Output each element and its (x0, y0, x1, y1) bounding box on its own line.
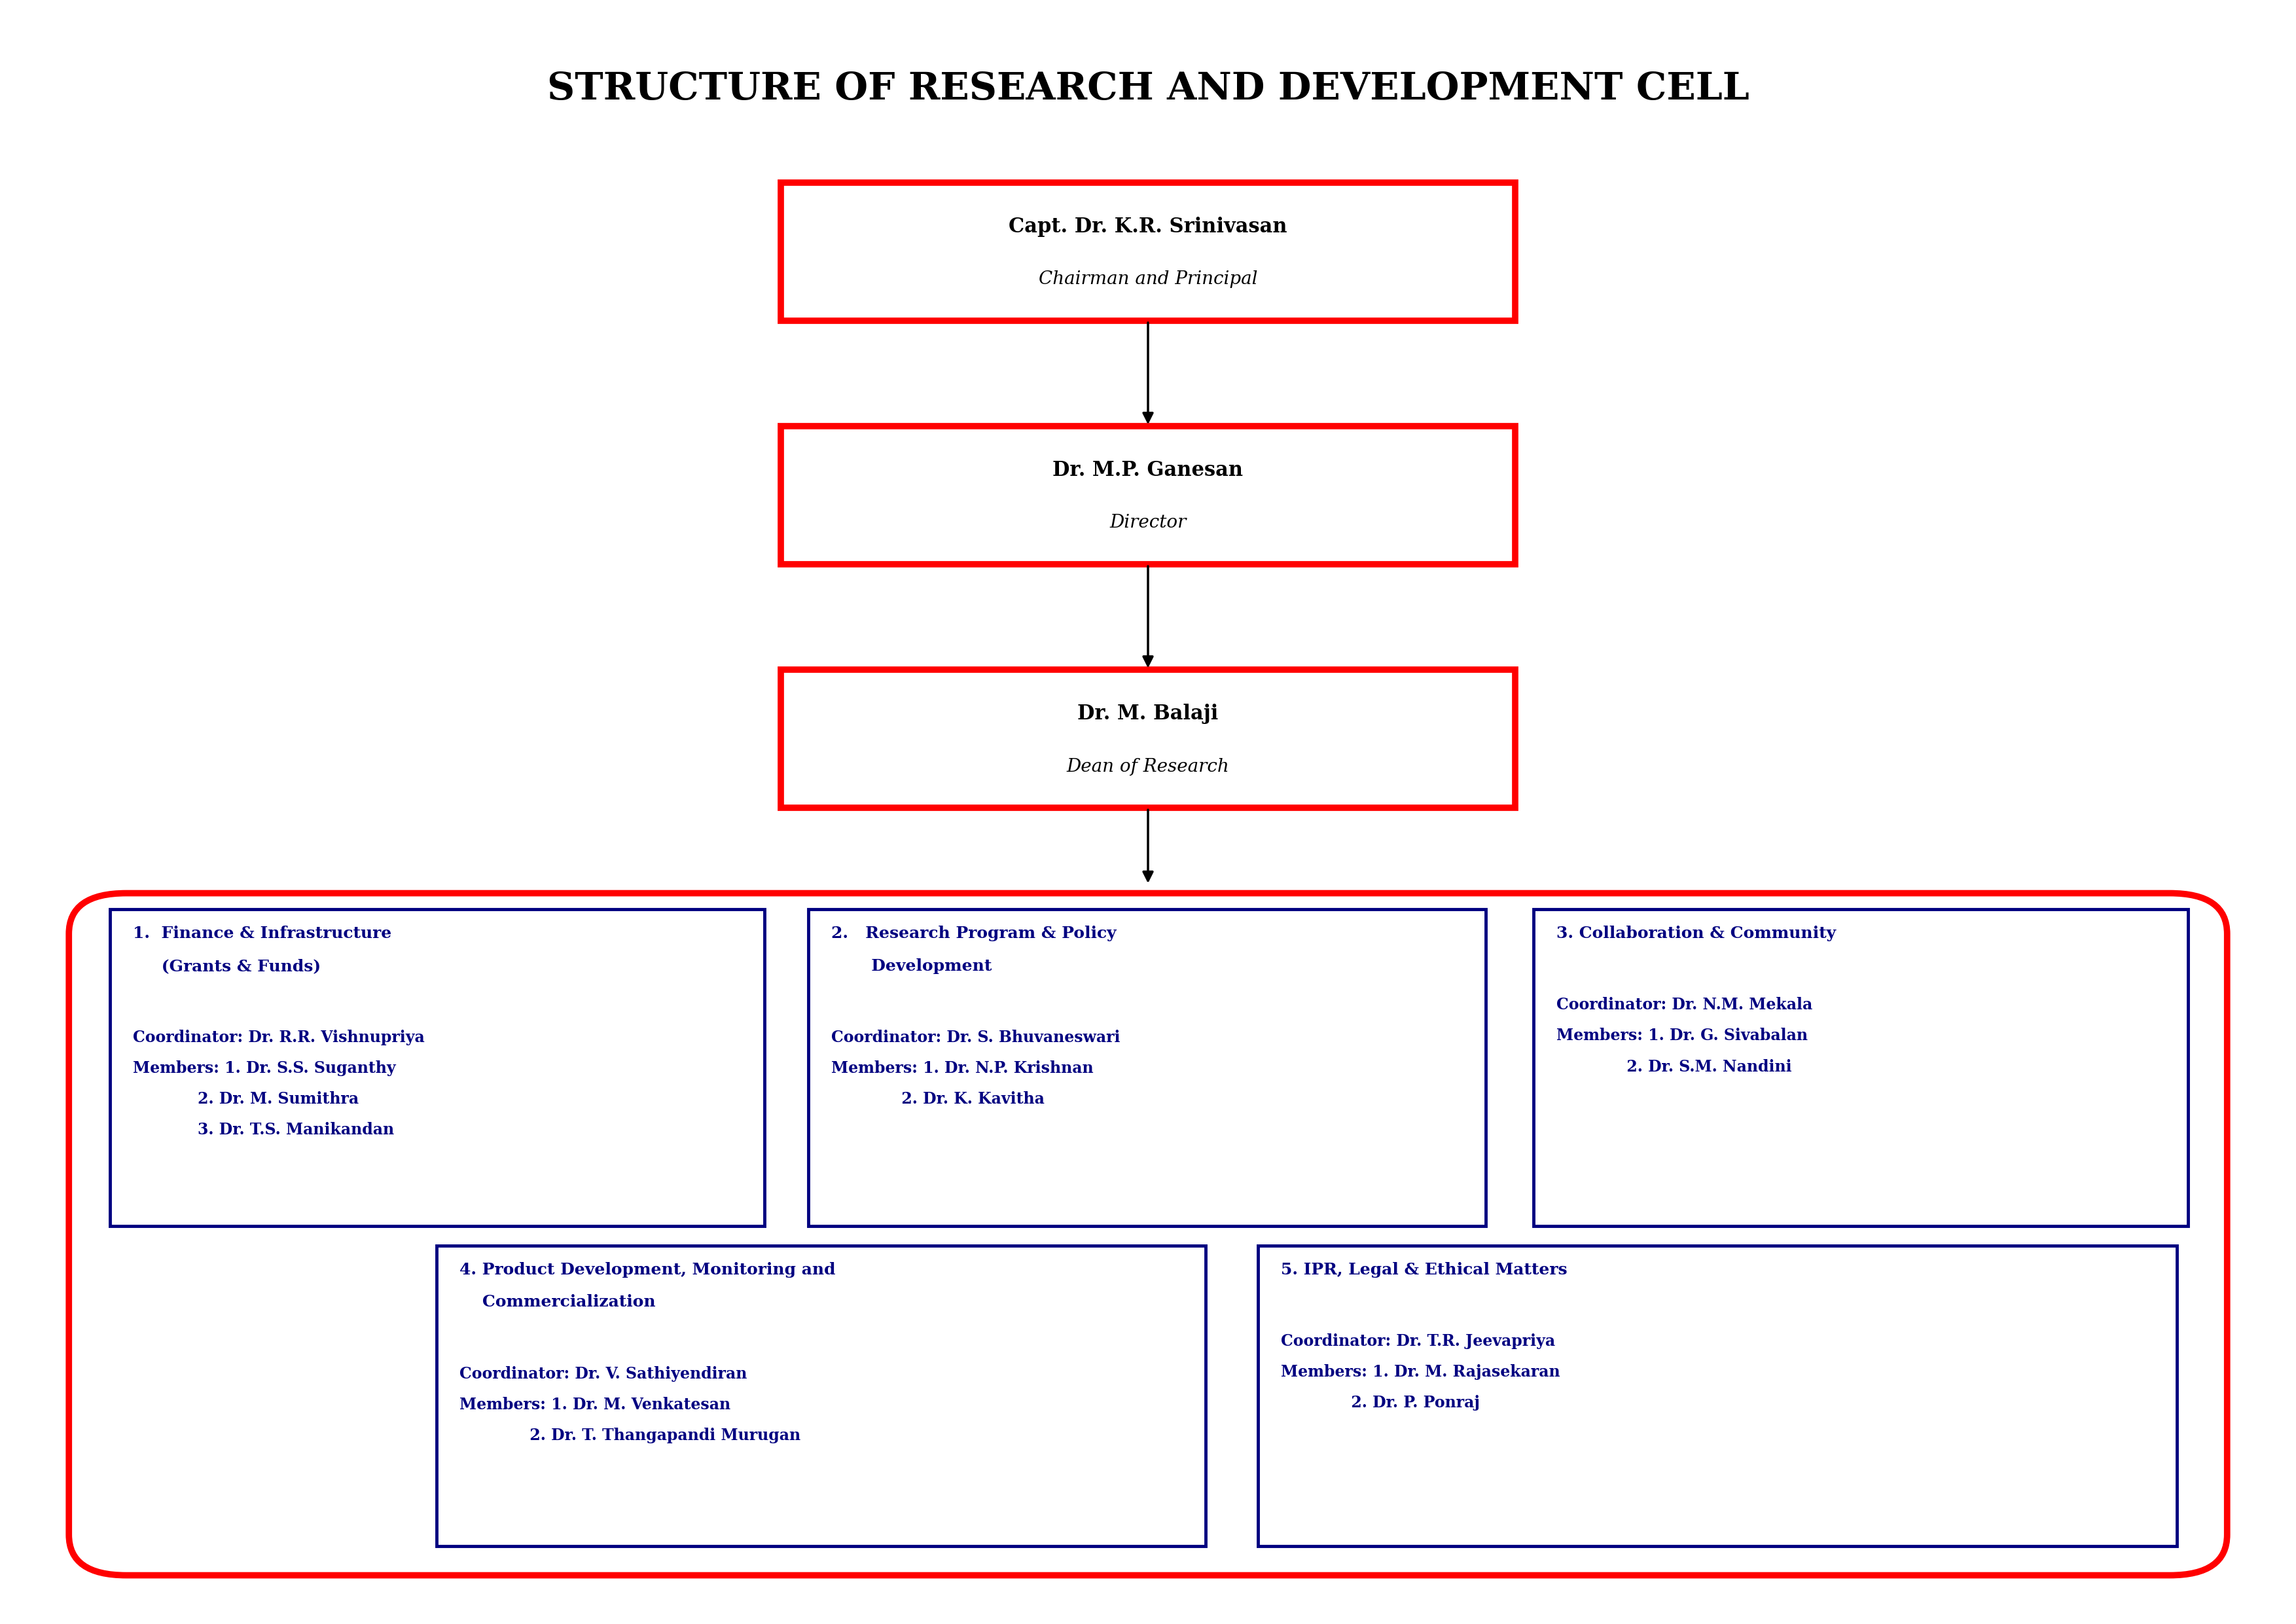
Text: 3. Collaboration & Community: 3. Collaboration & Community (1557, 926, 1837, 942)
Text: Members: 1. Dr. M. Rajasekaran: Members: 1. Dr. M. Rajasekaran (1281, 1364, 1561, 1380)
FancyBboxPatch shape (1534, 909, 2188, 1226)
Text: 2.   Research Program & Policy: 2. Research Program & Policy (831, 926, 1116, 942)
Text: Coordinator: Dr. N.M. Mekala: Coordinator: Dr. N.M. Mekala (1557, 997, 1814, 1013)
Text: Coordinator: Dr. V. Sathiyendiran: Coordinator: Dr. V. Sathiyendiran (459, 1366, 746, 1382)
FancyBboxPatch shape (781, 669, 1515, 807)
Text: Coordinator: Dr. S. Bhuvaneswari: Coordinator: Dr. S. Bhuvaneswari (831, 1030, 1120, 1046)
FancyBboxPatch shape (781, 427, 1515, 565)
Text: 2. Dr. T. Thangapandi Murugan: 2. Dr. T. Thangapandi Murugan (459, 1427, 801, 1444)
Text: Development: Development (831, 958, 992, 974)
Text: 4. Product Development, Monitoring and: 4. Product Development, Monitoring and (459, 1262, 836, 1278)
Text: Coordinator: Dr. T.R. Jeevapriya: Coordinator: Dr. T.R. Jeevapriya (1281, 1333, 1554, 1350)
Text: Members: 1. Dr. M. Venkatesan: Members: 1. Dr. M. Venkatesan (459, 1397, 730, 1413)
Text: Chairman and Principal: Chairman and Principal (1038, 271, 1258, 287)
Text: Capt. Dr. K.R. Srinivasan: Capt. Dr. K.R. Srinivasan (1008, 216, 1288, 237)
Text: Coordinator: Dr. R.R. Vishnupriya: Coordinator: Dr. R.R. Vishnupriya (133, 1030, 425, 1046)
Text: 1.  Finance & Infrastructure: 1. Finance & Infrastructure (133, 926, 393, 942)
Text: Commercialization: Commercialization (459, 1294, 654, 1311)
FancyBboxPatch shape (781, 184, 1515, 320)
FancyBboxPatch shape (110, 909, 765, 1226)
Text: Members: 1. Dr. G. Sivabalan: Members: 1. Dr. G. Sivabalan (1557, 1028, 1807, 1044)
FancyBboxPatch shape (808, 909, 1486, 1226)
Text: (Grants & Funds): (Grants & Funds) (133, 958, 321, 974)
FancyBboxPatch shape (1258, 1246, 2177, 1546)
Text: Director: Director (1109, 515, 1187, 531)
FancyBboxPatch shape (436, 1246, 1205, 1546)
Text: Dr. M. Balaji: Dr. M. Balaji (1077, 703, 1219, 724)
Text: 2. Dr. P. Ponraj: 2. Dr. P. Ponraj (1281, 1395, 1481, 1411)
Text: Dr. M.P. Ganesan: Dr. M.P. Ganesan (1054, 460, 1242, 481)
Text: STRUCTURE OF RESEARCH AND DEVELOPMENT CELL: STRUCTURE OF RESEARCH AND DEVELOPMENT CE… (546, 71, 1750, 107)
Text: 2. Dr. S.M. Nandini: 2. Dr. S.M. Nandini (1557, 1059, 1793, 1075)
Text: Dean of Research: Dean of Research (1068, 758, 1228, 775)
Text: 2. Dr. M. Sumithra: 2. Dr. M. Sumithra (133, 1091, 358, 1108)
Text: 2. Dr. K. Kavitha: 2. Dr. K. Kavitha (831, 1091, 1045, 1108)
Text: 3. Dr. T.S. Manikandan: 3. Dr. T.S. Manikandan (133, 1122, 395, 1138)
Text: Members: 1. Dr. S.S. Suganthy: Members: 1. Dr. S.S. Suganthy (133, 1060, 395, 1077)
Text: Members: 1. Dr. N.P. Krishnan: Members: 1. Dr. N.P. Krishnan (831, 1060, 1093, 1077)
FancyBboxPatch shape (69, 893, 2227, 1575)
Text: 5. IPR, Legal & Ethical Matters: 5. IPR, Legal & Ethical Matters (1281, 1262, 1568, 1278)
